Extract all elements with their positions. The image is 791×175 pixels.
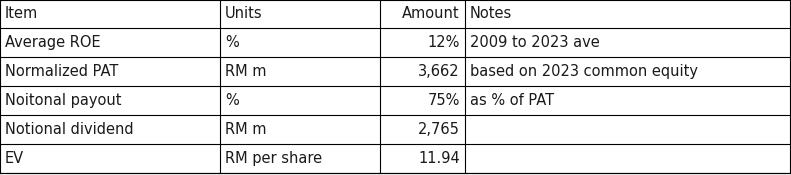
Text: Units: Units <box>225 6 263 22</box>
Text: RM m: RM m <box>225 122 267 137</box>
Text: based on 2023 common equity: based on 2023 common equity <box>470 64 698 79</box>
Text: EV: EV <box>5 151 24 166</box>
Text: as % of PAT: as % of PAT <box>470 93 554 108</box>
Text: 75%: 75% <box>428 93 460 108</box>
Text: Item: Item <box>5 6 38 22</box>
Text: Notes: Notes <box>470 6 513 22</box>
Text: %: % <box>225 35 239 50</box>
Text: 2,765: 2,765 <box>418 122 460 137</box>
Text: 11.94: 11.94 <box>418 151 460 166</box>
Text: 2009 to 2023 ave: 2009 to 2023 ave <box>470 35 600 50</box>
Text: Normalized PAT: Normalized PAT <box>5 64 119 79</box>
Text: 3,662: 3,662 <box>418 64 460 79</box>
Text: Amount: Amount <box>403 6 460 22</box>
Text: RM per share: RM per share <box>225 151 322 166</box>
Text: 12%: 12% <box>428 35 460 50</box>
Text: Notional dividend: Notional dividend <box>5 122 134 137</box>
Text: RM m: RM m <box>225 64 267 79</box>
Text: Average ROE: Average ROE <box>5 35 100 50</box>
Text: Noitonal payout: Noitonal payout <box>5 93 122 108</box>
Text: %: % <box>225 93 239 108</box>
